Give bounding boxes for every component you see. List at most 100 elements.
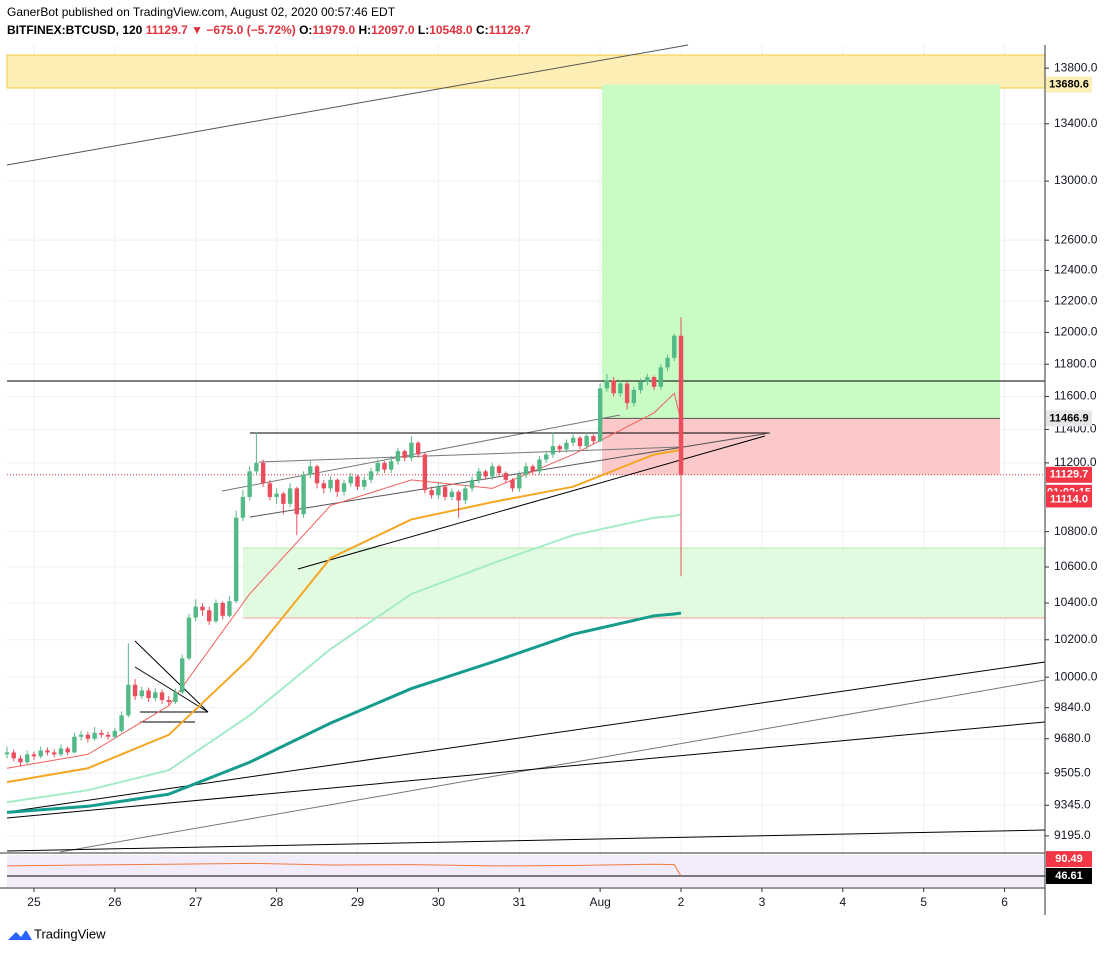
candle-body	[638, 381, 643, 391]
x-tick-label: 28	[270, 895, 284, 909]
candle-body	[577, 437, 583, 447]
candle-body	[112, 730, 118, 737]
c-value: 11129.7	[488, 23, 531, 37]
candle-body	[45, 750, 50, 753]
trend-line	[6, 44, 689, 166]
y-tick-label: 9680.0	[1054, 731, 1091, 745]
candle-body	[463, 488, 468, 501]
candle-body	[503, 473, 508, 480]
candle-body	[510, 479, 515, 489]
candle-body	[220, 603, 225, 616]
candle-body	[335, 479, 340, 492]
y-tick-label: 11600.0	[1054, 389, 1097, 403]
candle-body	[604, 380, 610, 389]
candle-body	[51, 752, 57, 755]
candle-body	[618, 383, 623, 394]
trend-line	[59, 679, 1046, 853]
candle-body	[25, 754, 30, 763]
candle-body	[281, 493, 286, 504]
candle-body	[624, 383, 630, 404]
candle-body	[517, 474, 522, 489]
candle-body	[402, 451, 407, 458]
y-tick-label: 9505.0	[1054, 765, 1091, 779]
candle-body	[611, 380, 616, 394]
candle-body	[355, 476, 360, 487]
publish-line: GanerBot published on TradingView.com, A…	[7, 5, 396, 19]
candle-body	[294, 488, 300, 515]
candle-body	[38, 750, 43, 757]
candle-body	[469, 479, 475, 489]
h-label: H:	[358, 23, 372, 37]
candle-body	[544, 454, 549, 460]
candle-body	[672, 335, 677, 358]
rsi-label-bg	[1046, 851, 1092, 868]
y-tick-label: 13000.0	[1054, 173, 1098, 187]
candle-body	[254, 462, 259, 472]
candle-body	[267, 483, 273, 497]
candle-body	[537, 459, 542, 472]
candle-body	[85, 734, 91, 739]
rsi-label: 46.61	[1055, 870, 1083, 882]
candle-body	[442, 486, 448, 497]
price-label: 11466.9	[1049, 412, 1088, 424]
x-tick-label: 27	[189, 895, 203, 909]
candle-body	[321, 483, 326, 489]
trend-line	[258, 446, 681, 463]
y-tick-label: 9195.0	[1054, 828, 1091, 842]
candle-body	[362, 479, 367, 487]
candle-body	[436, 486, 441, 496]
candle-body	[287, 488, 293, 504]
candle-body	[139, 690, 145, 697]
candle-body	[368, 471, 374, 480]
y-tick-label: 13800.0	[1054, 60, 1098, 74]
candle-body	[146, 690, 151, 699]
y-tick-label: 10800.0	[1054, 524, 1098, 538]
x-tick-label: 31	[513, 895, 527, 909]
trend-line	[221, 414, 621, 492]
logo-text: TradingView	[34, 926, 106, 941]
candle-body	[227, 601, 232, 616]
candle-body	[550, 446, 556, 455]
candle-body	[449, 491, 455, 497]
h-value: 12097.0	[371, 23, 415, 37]
support-zone	[243, 548, 1045, 618]
candle-body	[523, 466, 529, 475]
y-tick-label: 10200.0	[1054, 632, 1098, 646]
rsi-line	[6, 862, 682, 877]
x-tick-label: Aug	[589, 895, 610, 909]
candle-body	[260, 462, 266, 484]
o-value: 11979.0	[312, 23, 356, 37]
x-tick-label: 30	[432, 895, 446, 909]
bid-label: 11114.0	[1050, 493, 1088, 505]
y-tick-label: 11800.0	[1054, 356, 1097, 370]
x-tick-label: 4	[839, 895, 846, 909]
y-tick-label: 9345.0	[1054, 797, 1091, 811]
candle-body	[72, 736, 77, 753]
trend-line	[6, 661, 1046, 813]
pattern-line	[134, 666, 209, 713]
price-label: 11129.7	[1050, 469, 1089, 481]
candle-body	[645, 377, 650, 382]
candle-body	[173, 692, 178, 702]
candle-body	[382, 462, 387, 470]
candle-body	[395, 451, 401, 462]
candle-body	[119, 715, 124, 731]
candle-body	[159, 692, 165, 701]
candle-body	[180, 658, 185, 693]
candle-body	[92, 732, 97, 739]
candle-body	[496, 466, 502, 474]
x-tick-label: 25	[27, 895, 41, 909]
y-tick-label: 10600.0	[1054, 559, 1098, 573]
candle-body	[186, 617, 192, 659]
candle-body	[483, 471, 488, 477]
y-tick-label: 12400.0	[1054, 263, 1098, 277]
candle-body	[233, 517, 239, 602]
y-tick-label: 9840.0	[1054, 700, 1091, 714]
candle-body	[631, 390, 637, 404]
l-label: L:	[417, 23, 430, 37]
trend-line	[297, 435, 766, 570]
rsi-label: 90.49	[1055, 853, 1083, 865]
y-tick-label: 10000.0	[1054, 669, 1098, 683]
candle-body	[422, 454, 428, 491]
